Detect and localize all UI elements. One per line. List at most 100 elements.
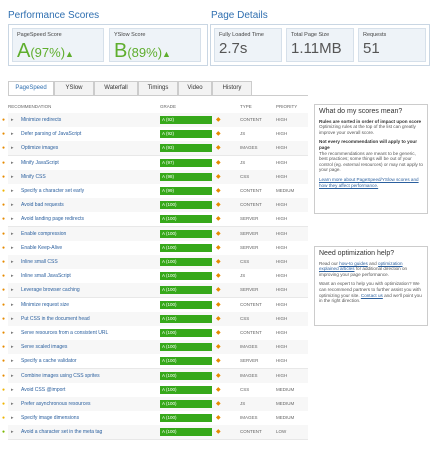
table-row: ▸ Avoid landing page redirects A (100) ◆ SER… <box>2 212 308 228</box>
recommendation-name[interactable]: Minimize request size <box>21 301 70 308</box>
detail-value: 51 <box>363 40 380 57</box>
expand-icon: ▸ <box>11 216 14 223</box>
grade-icon: ◆ <box>216 117 221 123</box>
recommendation-name[interactable]: Specify a character set early <box>21 188 85 194</box>
tab[interactable]: Waterfall <box>94 81 138 95</box>
grade-icon: ◆ <box>216 259 221 265</box>
priority: HIGH <box>276 330 288 335</box>
grade-bar: A (100) <box>160 414 212 423</box>
tab[interactable]: PageSpeed <box>8 81 54 95</box>
expand-icon: ▸ <box>11 202 14 209</box>
score-percent: (97%) <box>30 45 66 60</box>
recommendation-name[interactable]: Serve scaled images <box>21 344 68 351</box>
type: IMAGES <box>240 415 258 421</box>
grade-icon: ◆ <box>216 386 221 393</box>
grade-bar: A (92) <box>160 116 212 124</box>
expand-icon: ▸ <box>11 358 14 365</box>
priority: HIGH <box>276 244 288 250</box>
details-panel: Fully Loaded Time 2.7s Total Page Size 1.11… <box>210 24 430 66</box>
learn-more-link[interactable]: Learn more about PageSpeed/YSlow scores … <box>319 176 419 188</box>
help-link[interactable]: how-to guides <box>339 260 368 266</box>
expand-icon: ▸ <box>11 230 14 237</box>
section-title: Performance Scores <box>8 10 100 21</box>
priority-icon: ● <box>2 287 6 294</box>
tab[interactable]: YSlow <box>54 81 94 95</box>
grade-bar: A (100) <box>160 400 212 408</box>
grade-bar: A (100) <box>160 215 212 224</box>
type: CSS <box>240 315 250 321</box>
grade-icon: ◆ <box>216 145 221 152</box>
sidebar-paragraph: Read our how-to guides and optimization … <box>319 261 423 278</box>
recommendation-name[interactable]: Optimize images <box>21 145 59 152</box>
recommendation-name[interactable]: Inline small CSS <box>21 259 58 265</box>
recommendation-name[interactable]: Combine images using CSS sprites <box>21 372 100 379</box>
grade-bar: A (99) <box>160 187 212 195</box>
optimization-help: Need optimization help? Read our how-to g… <box>314 246 428 326</box>
sidebar-title: Need optimization help? <box>319 250 395 257</box>
recommendation-name[interactable]: Minify CSS <box>21 173 46 180</box>
recommendation-name[interactable]: Specify image dimensions <box>21 415 80 422</box>
detail-label: Requests <box>363 32 387 38</box>
recommendation-name[interactable]: Avoid a character set in the meta tag <box>21 429 103 436</box>
recommendation-name[interactable]: Leverage browser caching <box>21 287 80 294</box>
recommendation-name[interactable]: Avoid landing page redirects <box>21 216 85 223</box>
tab[interactable]: History <box>212 81 252 95</box>
type: JS <box>240 159 246 165</box>
recommendation-name[interactable]: Avoid bad requests <box>21 202 64 209</box>
expand-icon: ▸ <box>11 273 14 280</box>
paragraph-text: Optimizing rules at the top of the list … <box>319 124 416 135</box>
tab[interactable]: Video <box>178 81 212 95</box>
grade-bar: A (100) <box>160 243 212 252</box>
priority: HIGH <box>276 344 288 350</box>
priority: MEDIUM <box>276 188 295 193</box>
priority-icon: ● <box>2 188 6 194</box>
type: JS <box>240 401 246 406</box>
recommendation-name[interactable]: Specify a cache validator <box>21 358 77 365</box>
grade-icon: ◆ <box>216 173 221 180</box>
expand-icon: ▸ <box>11 386 14 393</box>
score-label: PageSpeed Score <box>17 32 62 38</box>
recommendation-name[interactable]: Enable compression <box>21 230 67 237</box>
type: IMAGES <box>240 145 258 151</box>
grade-icon: ◆ <box>216 287 221 294</box>
recommendation-name[interactable]: Minify JavaScript <box>21 159 59 166</box>
recommendation-name[interactable]: Defer parsing of JavaScript <box>21 131 82 138</box>
priority: LOW <box>276 429 287 435</box>
grade-bar: A (100) <box>160 201 212 210</box>
table-row: ▸ Specify image dimensions A (100) ◆ IMAGES M… <box>2 411 308 427</box>
priority: HIGH <box>276 159 288 165</box>
priority-icon: ● <box>2 230 6 237</box>
grade-icon: ◆ <box>216 188 221 194</box>
table-row: ▸ Defer parsing of JavaScript A (92) ◆ JS HIG… <box>2 127 308 143</box>
type: IMAGES <box>240 344 258 350</box>
type: CSS <box>240 173 250 179</box>
expand-icon: ▸ <box>11 301 14 308</box>
table-row: ▸ Minify CSS A (98) ◆ CSS HIGH ● <box>2 169 308 185</box>
recommendation-name[interactable]: Enable Keep-Alive <box>21 244 63 251</box>
help-link[interactable]: Contact us <box>360 292 383 298</box>
priority-icon: ● <box>2 301 6 308</box>
recommendation-name[interactable]: Prefer asynchronous resources <box>21 401 91 407</box>
expand-icon: ▸ <box>11 259 14 265</box>
priority: HIGH <box>276 216 288 222</box>
grade-bar: A (92) <box>160 130 212 139</box>
help-link[interactable]: optimization explained articles <box>319 260 403 272</box>
priority: HIGH <box>276 117 288 122</box>
table-row: ▸ Serve scaled images A (100) ◆ IMAGES HIGH ● <box>2 340 308 356</box>
grade-icon: ◆ <box>216 330 221 336</box>
priority: HIGH <box>276 173 288 179</box>
recommendation-name[interactable]: Inline small JavaScript <box>21 273 71 280</box>
grade-icon: ◆ <box>216 358 221 365</box>
recommendation-name[interactable]: Avoid CSS @import <box>21 386 66 393</box>
expand-icon: ▸ <box>11 145 14 152</box>
recommendation-name[interactable]: Minimize redirects <box>21 117 62 123</box>
expand-icon: ▸ <box>11 315 14 322</box>
recommendation-name[interactable]: Serve resources from a consistent URL <box>21 330 109 336</box>
table-row: ▸ Minimize redirects A (92) ◆ CONTENT HIGH ● <box>2 113 308 128</box>
tab[interactable]: Timings <box>138 81 178 95</box>
priority-icon: ● <box>2 330 6 336</box>
recommendation-name[interactable]: Put CSS in the document head <box>21 315 90 322</box>
table-row: ▸ Enable Keep-Alive A (100) ◆ SERVER HIGH ● <box>2 240 308 256</box>
table-row: ▸ Enable compression A (100) ◆ SERVER HIGH ● <box>2 226 308 242</box>
priority: HIGH <box>276 301 288 307</box>
